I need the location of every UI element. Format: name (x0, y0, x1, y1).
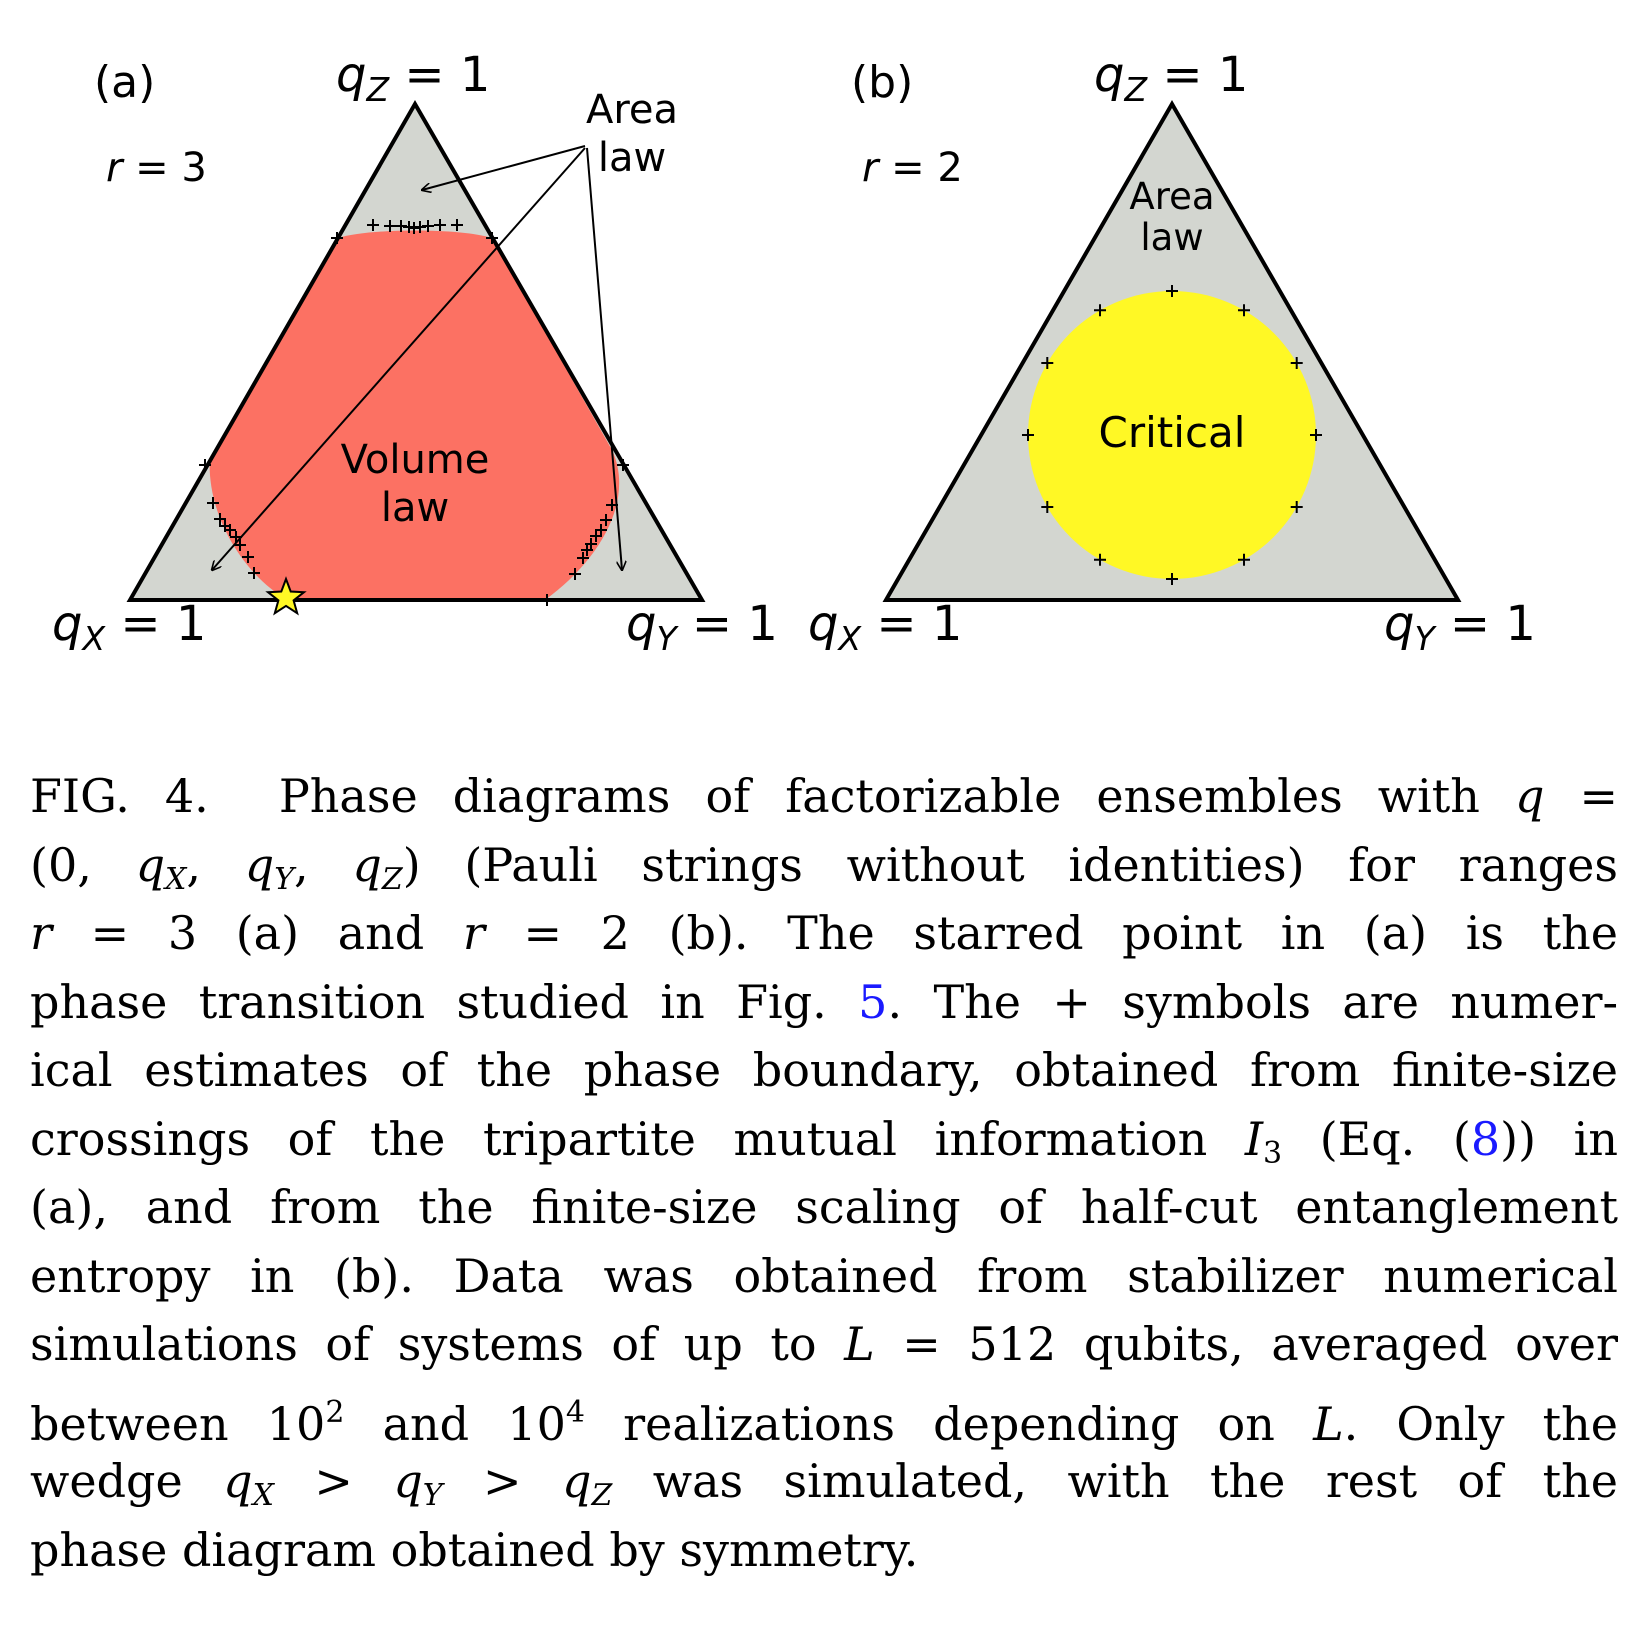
boundary-plus-marker (1094, 553, 1106, 566)
boundary-plus-marker (1094, 304, 1106, 317)
caption-line-10: between 102 and 104 realizations dependi… (30, 1394, 1618, 1451)
caption-line-9: simulations of systems of up to L = 512 … (30, 1317, 1618, 1371)
critical-label: Critical (1099, 408, 1246, 457)
boundary-markers-b (1022, 285, 1322, 585)
volume-law-region (209, 230, 620, 600)
panel-a-right-corner-label: qY = 1 (626, 596, 778, 658)
panel-b-range-label: r = 2 (862, 145, 963, 191)
boundary-plus-marker (569, 568, 581, 580)
caption-line-4: phase transition studied in Fig. 5. The … (30, 974, 1618, 1029)
boundary-plus-marker (590, 530, 602, 542)
boundary-plus-marker (1290, 501, 1303, 513)
boundary-plus-marker (331, 232, 343, 244)
panel-b-area-law-label-2: law (1140, 216, 1203, 259)
boundary-plus-marker (581, 544, 593, 556)
boundary-plus-marker (234, 539, 246, 551)
boundary-markers-a (199, 219, 629, 606)
caption-line-12: phase diagram obtained by symmetry. (30, 1522, 919, 1577)
boundary-plus-marker (199, 459, 211, 471)
boundary-plus-marker (367, 219, 379, 231)
panel-b-left-corner-label: qX = 1 (808, 596, 962, 658)
boundary-plus-marker (384, 220, 396, 232)
panel-b-right-corner-label: qY = 1 (1384, 596, 1536, 658)
boundary-plus-marker (434, 219, 446, 231)
eq-8-link[interactable]: 8 (1470, 1111, 1501, 1166)
boundary-plus-marker (1290, 357, 1303, 369)
boundary-plus-marker (1022, 429, 1034, 441)
panel-a-range-label: r = 3 (106, 145, 207, 191)
panel-a-area-law-label-1: Area (586, 87, 678, 133)
boundary-plus-marker (600, 514, 612, 526)
panel-a-tag: (a) (94, 57, 155, 108)
volume-law-label-2: law (381, 485, 449, 531)
boundary-plus-marker (451, 219, 463, 231)
boundary-plus-marker (1041, 501, 1054, 513)
boundary-plus-marker (486, 232, 498, 244)
boundary-plus-marker (422, 220, 434, 232)
caption-line-11: wedge qX > qY > qZ was simulated, with t… (30, 1454, 1619, 1513)
panel-a: (a) r = 3 qZ = 1 qX = 1 qY = 1 Area law … (52, 47, 778, 658)
boundary-plus-marker (1166, 285, 1178, 297)
phase-diagram-figure: (a) r = 3 qZ = 1 qX = 1 qY = 1 Area law … (52, 47, 1536, 658)
caption-line-8: entropy in (b). Data was obtained from s… (30, 1248, 1618, 1303)
panel-b-top-corner-label: qZ = 1 (1094, 47, 1248, 109)
volume-law-label-1: Volume (341, 437, 490, 483)
panel-b-tag: (b) (851, 57, 913, 108)
area-law-arrow-1 (422, 145, 586, 190)
boundary-plus-marker (242, 551, 254, 563)
caption-line-3: r = 3 (a) and r = 2 (b). The starred poi… (30, 906, 1618, 960)
area-law-arrow-3 (586, 147, 622, 570)
fig-5-link[interactable]: 5 (858, 974, 888, 1029)
boundary-plus-marker (214, 513, 226, 525)
triangle-b-outline (882, 99, 1462, 602)
boundary-plus-marker (248, 567, 260, 579)
caption-line-1: FIG. 4. Phase diagrams of factorizable e… (30, 769, 1619, 823)
caption-line-5: ical estimates of the phase boundary, ob… (30, 1043, 1618, 1097)
panel-a-area-law-label-2: law (598, 135, 666, 181)
panel-a-top-corner-label: qZ = 1 (336, 47, 490, 109)
critical-region (1028, 291, 1316, 579)
boundary-plus-marker (1310, 429, 1322, 441)
boundary-plus-marker (541, 594, 553, 606)
boundary-plus-marker (1238, 553, 1250, 566)
boundary-plus-marker (617, 459, 629, 471)
panel-a-left-corner-label: qX = 1 (52, 596, 206, 658)
boundary-plus-marker (577, 552, 589, 564)
boundary-plus-marker (1166, 573, 1178, 585)
figure-caption: FIG. 4. Phase diagrams of factorizable e… (30, 762, 1618, 1584)
caption-line-7: (a), and from the finite-size scaling of… (30, 1180, 1618, 1234)
boundary-plus-marker (207, 497, 219, 509)
area-law-arrow-2 (212, 147, 586, 570)
panel-b: (b) r = 2 qZ = 1 qX = 1 qY = 1 Area law … (808, 47, 1536, 658)
star-marker (265, 576, 307, 616)
caption-line-6: crossings of the tripartite mutual infor… (30, 1111, 1618, 1171)
boundary-plus-marker (1238, 304, 1250, 317)
panel-b-area-law-label-1: Area (1129, 175, 1214, 218)
caption-line-2: (0, qX, qY, qZ) (Pauli strings without i… (30, 837, 1618, 897)
triangle-a-outline (126, 99, 706, 602)
boundary-plus-marker (1041, 357, 1054, 369)
boundary-plus-marker (224, 524, 236, 536)
